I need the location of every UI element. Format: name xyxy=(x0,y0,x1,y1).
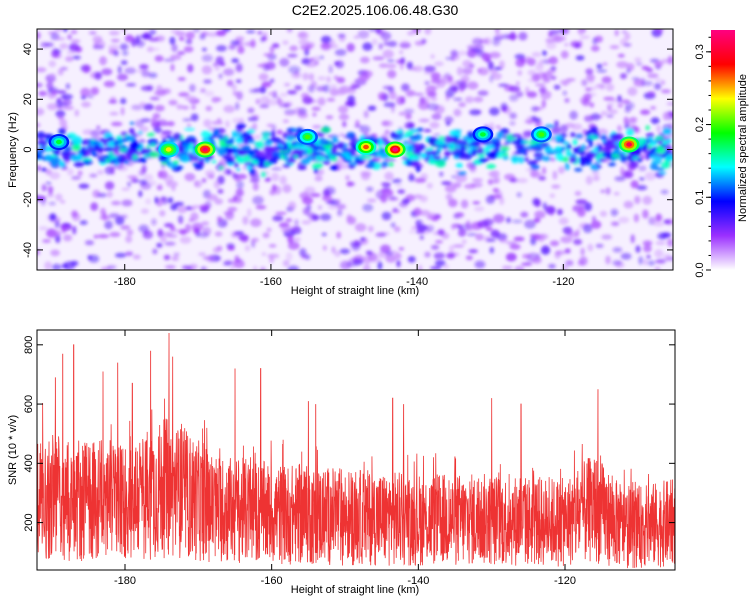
heatmap-y-tick-label: -20 xyxy=(22,192,34,208)
line-y-axis-label: SNR (10 * v/v) xyxy=(7,415,19,485)
snr-line-chart: -180 -160 -140 -120 200 400 600 800 Height of … xyxy=(7,329,676,596)
line-y-tick-label: 400 xyxy=(23,454,35,472)
heatmap-hotspot xyxy=(538,132,545,137)
colorbar-tick-label: 0.1 xyxy=(694,190,706,205)
heatmap-x-tick-label: -160 xyxy=(260,276,282,288)
heatmap-hotspot xyxy=(392,147,399,152)
heatmap-hotspot xyxy=(304,134,311,140)
line-x-tick-label: -140 xyxy=(407,575,429,587)
colorbar-label: Normalized spectral amplitude xyxy=(737,74,749,222)
heatmap-y-axis-label: Frequency (Hz) xyxy=(7,112,19,188)
heatmap-x-tick-label: -120 xyxy=(552,276,574,288)
spectrogram-heatmap: -180 -160 -140 -120 -40 -20 0 20 40 Height of s… xyxy=(7,28,674,297)
heatmap-x-axis-label: Height of straight line (km) xyxy=(291,285,419,297)
line-x-axis-label: Height of straight line (km) xyxy=(291,584,419,596)
heatmap-y-tick-label: -40 xyxy=(22,242,34,258)
figure-title: C2E2.2025.106.06.48.G30 xyxy=(292,2,459,18)
heatmap-hotspot xyxy=(480,132,486,137)
heatmap-hotspot xyxy=(202,147,209,152)
heatmap-x-tick-label: -140 xyxy=(406,276,428,288)
line-y-tick-label: 200 xyxy=(23,513,35,531)
line-x-tick-label: -160 xyxy=(261,575,283,587)
line-x-tick-label: -120 xyxy=(554,575,576,587)
snr-series-line xyxy=(37,332,675,569)
heatmap-y-tick-label: 20 xyxy=(22,93,34,105)
line-y-tick-label: 800 xyxy=(23,336,35,354)
heatmap-y-tick-label: 40 xyxy=(22,43,34,55)
line-x-tick-label: -180 xyxy=(114,575,136,587)
line-y-tick-label: 600 xyxy=(23,395,35,413)
heatmap-y-tick-label: 0 xyxy=(22,146,34,152)
heatmap-hotspot xyxy=(56,139,62,145)
heatmap-hotspot xyxy=(626,142,632,147)
colorbar: 0.0 0.1 0.2 0.3 Normalized spectral amplitu… xyxy=(694,30,749,278)
heatmap-x-tick-label: -180 xyxy=(114,276,136,288)
colorbar-tick-label: 0.0 xyxy=(694,262,706,277)
colorbar-tick-label: 0.3 xyxy=(694,44,706,59)
colorbar-gradient xyxy=(711,30,735,270)
heatmap-hotspot xyxy=(363,144,369,150)
heatmap-hotspot xyxy=(165,147,172,152)
line-chart-frame xyxy=(36,329,676,571)
colorbar-tick-label: 0.2 xyxy=(694,117,706,132)
